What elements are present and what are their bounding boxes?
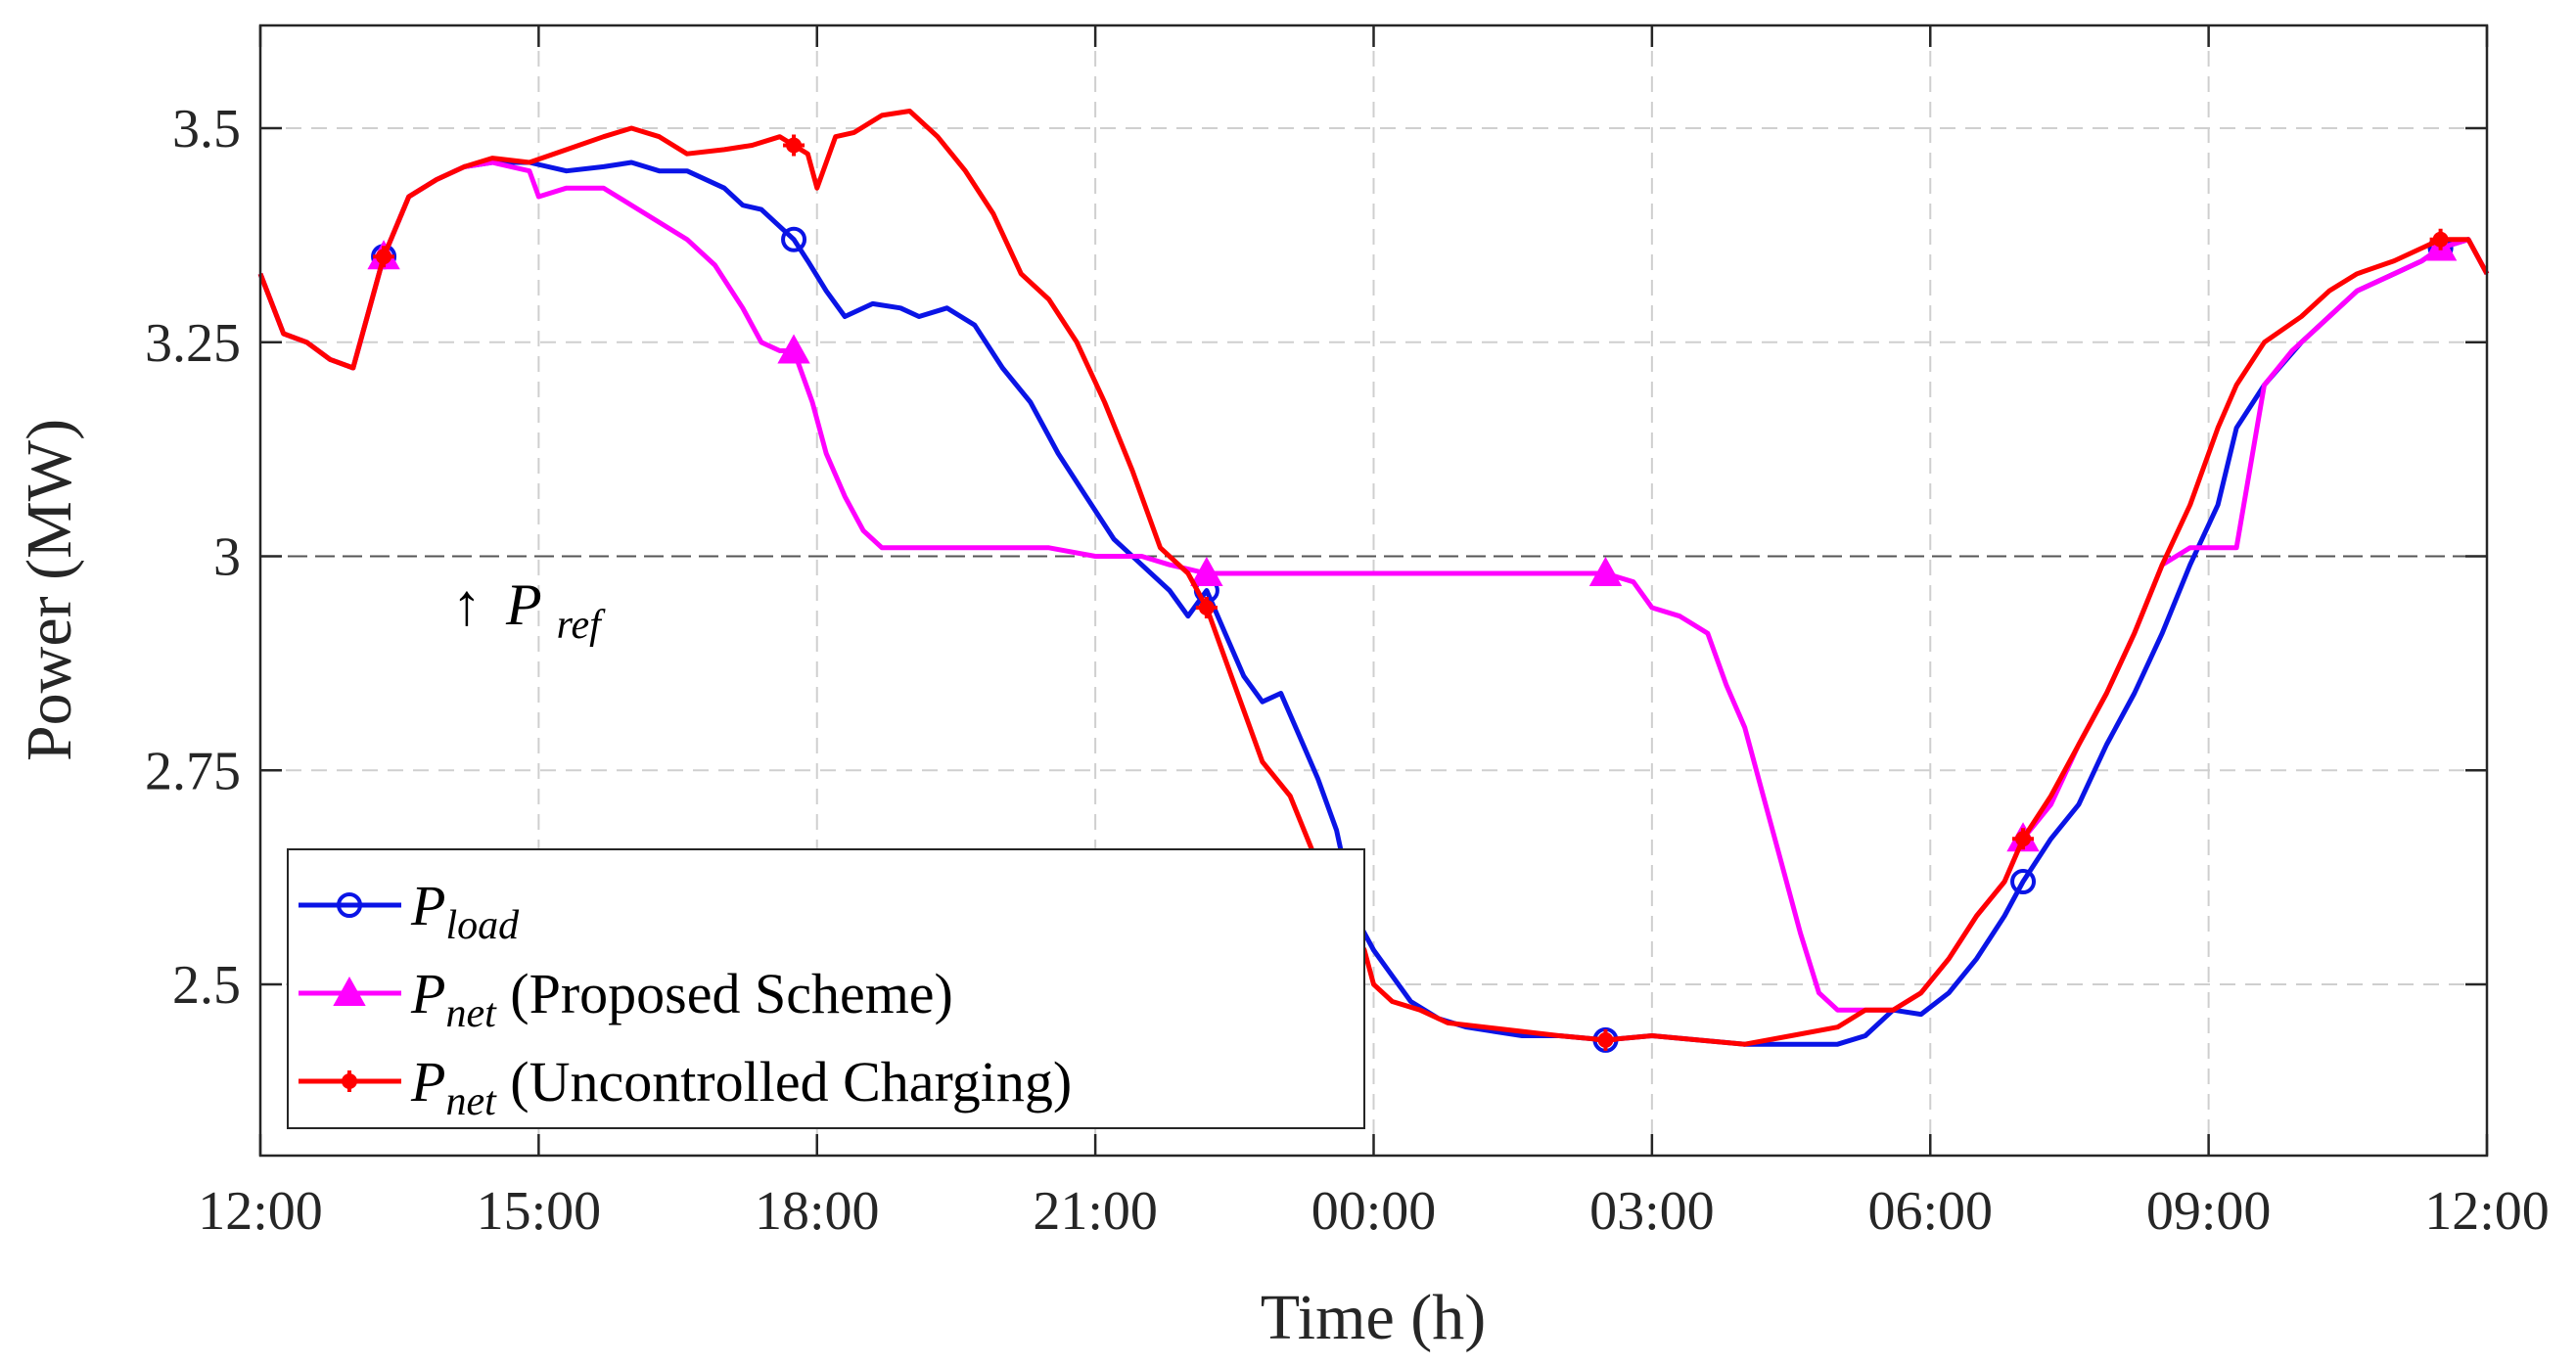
y-axis-title: Power (MW) — [14, 419, 85, 761]
series-marker — [2012, 828, 2035, 850]
x-tick-label: 06:00 — [1867, 1181, 1993, 1242]
x-tick-label: 15:00 — [477, 1181, 602, 1242]
legend-label: Pload — [410, 874, 520, 948]
legend-label: Pnet (Uncontrolled Charging) — [410, 1050, 1072, 1124]
series-marker — [2429, 228, 2452, 250]
ref-label-sub: ref — [557, 603, 606, 648]
legend-entry: Pnet (Proposed Scheme) — [299, 962, 953, 1036]
legend-label: Pnet (Proposed Scheme) — [410, 962, 953, 1036]
series-marker — [783, 134, 805, 157]
ref-arrow: ↑ — [452, 572, 482, 637]
x-tick-label: 21:00 — [1033, 1181, 1158, 1242]
legend-marker — [339, 1070, 360, 1092]
x-tick-label: 00:00 — [1311, 1181, 1437, 1242]
x-tick-label: 09:00 — [2146, 1181, 2272, 1242]
y-tick-label: 3.25 — [145, 313, 241, 374]
x-axis-title: Time (h) — [1261, 1282, 1486, 1353]
series-marker — [373, 246, 395, 268]
ref-label-main: P — [505, 572, 542, 637]
legend-entry: Pnet (Uncontrolled Charging) — [299, 1050, 1072, 1124]
series-marker — [2010, 869, 2037, 894]
y-tick-label: 3 — [213, 527, 241, 588]
legend-marker — [333, 976, 366, 1006]
reference-line-label: ↑ P ref — [452, 572, 606, 648]
series-marker — [1195, 597, 1218, 618]
series-marker — [1190, 556, 1223, 586]
legend-box — [287, 848, 1365, 1129]
series-line — [257, 109, 2490, 1047]
legend: Pload Pnet (Proposed Scheme) Pnet (Uncontr… — [287, 848, 1365, 1129]
y-tick-label: 2.5 — [172, 955, 241, 1016]
x-tick-label: 12:00 — [198, 1181, 323, 1242]
series-marker — [781, 226, 807, 252]
series-1 — [257, 159, 2490, 1013]
series-marker — [1588, 556, 1623, 586]
y-tick-label: 2.75 — [145, 741, 241, 801]
legend-entry: Pload — [299, 874, 520, 948]
x-tick-label: 03:00 — [1589, 1181, 1715, 1242]
svg-text:↑ P ref: ↑ P ref — [452, 572, 606, 648]
y-tick-label: 3.5 — [172, 99, 241, 159]
x-tick-label: 12:00 — [2424, 1181, 2550, 1242]
series-marker — [777, 334, 810, 364]
series-2 — [257, 109, 2490, 1051]
series-marker — [1594, 1028, 1617, 1051]
x-tick-label: 18:00 — [755, 1181, 880, 1242]
series-line — [257, 159, 2490, 1013]
ticks: 12:00 15:00 18:00 21:00 00:00 03:00 06:00 09:00… — [145, 25, 2550, 1242]
series-line — [257, 159, 2490, 1047]
series-group — [257, 109, 2490, 1053]
legend-marker — [337, 892, 362, 918]
